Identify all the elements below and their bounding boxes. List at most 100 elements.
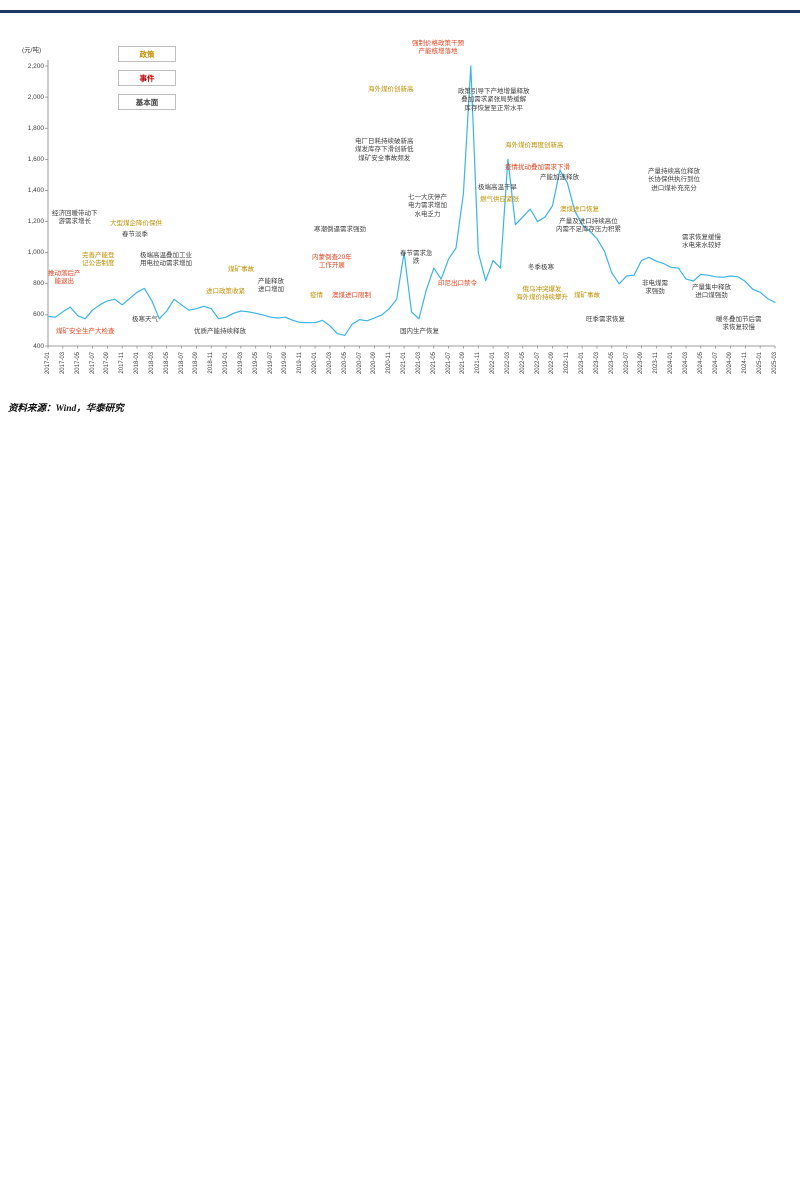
x-tick-label: 2019-11 — [297, 352, 304, 374]
annotation-38: 产量集中释放 进口煤强劲 — [692, 284, 731, 300]
price-line-plot — [45, 60, 776, 349]
x-tick-label: 2025-01 — [757, 352, 764, 375]
annotation-21: 强制价格政策干预 产能核增落地 — [412, 40, 464, 56]
annotation-14: 内蒙倒查20年 工作开展 — [312, 254, 352, 270]
x-tick-label: 2017-11 — [119, 352, 126, 374]
annotation-28: 澳煤进口恢复 — [560, 206, 599, 213]
x-tick-label: 2024-07 — [712, 352, 719, 375]
x-tick-label: 2020-11 — [386, 352, 393, 374]
x-tick-label: 2018-09 — [193, 352, 200, 375]
x-tick-label: 2017-03 — [59, 352, 66, 375]
annotation-10: 煤矿事故 — [228, 266, 254, 273]
annotation-35: 非电煤需 求强劲 — [642, 280, 668, 296]
x-tick-label: 2021-11 — [475, 352, 482, 374]
annotation-33: 产量及进口持续高位 内需不足库存压力积累 — [556, 218, 621, 234]
x-tick-label: 2020-03 — [326, 352, 333, 375]
annotation-4: 大型煤企降价保供 — [110, 220, 162, 227]
x-tick-label: 2020-01 — [312, 352, 319, 375]
annotation-22: 政策引导下产地增量释放 叠加需求紧张局势缓解 库存恢复至正常水平 — [458, 88, 530, 112]
annotation-27: 燃气供应紧张 — [480, 196, 519, 203]
source-note: 资料来源：Wind，华泰研究 — [8, 404, 124, 414]
x-tick-label: 2024-03 — [682, 352, 689, 375]
y-tick-label: 2,200 — [27, 62, 44, 70]
x-tick-label: 2022-05 — [519, 352, 526, 375]
annotation-11: 产能释放 进口增加 — [258, 278, 284, 294]
y-tick-label: 400 — [33, 342, 44, 350]
y-tick-label: 1,200 — [27, 218, 44, 226]
x-tick-label: 2022-03 — [504, 352, 511, 375]
annotation-0: 经济回暖带动下 游需求增长 — [52, 210, 98, 226]
annotation-29: 冬季极寒 — [528, 264, 554, 271]
annotation-24: 疫情扰动叠加需求下滑 — [505, 164, 570, 171]
x-tick-label: 2025-03 — [772, 352, 778, 375]
x-tick-label: 2019-07 — [267, 352, 274, 375]
annotation-7: 极端高温叠加工业 用电拉动需求增加 — [140, 252, 192, 268]
annotation-37: 需求恢复缓慢 水电来水较好 — [682, 234, 721, 250]
y-tick-label: 1,000 — [27, 249, 44, 257]
x-tick-label: 2022-09 — [549, 352, 556, 375]
annotation-19: 七一大庆停产 电力需求增加 水电乏力 — [408, 194, 447, 218]
x-tick-label: 2021-05 — [430, 352, 437, 375]
x-tick-label: 2021-09 — [460, 352, 467, 375]
annotation-39: 暖冬叠加节后需 求恢复较慢 — [716, 316, 762, 332]
x-tick-label: 2023-03 — [593, 352, 600, 375]
x-tick-label: 2017-07 — [89, 352, 96, 375]
annotation-31: 煤矿事故 — [574, 292, 600, 299]
annotation-36: 产量持续高位释放 长协保供执行到位 进口煤补充充分 — [648, 168, 700, 192]
annotation-32: 印尼出口禁令 — [438, 280, 477, 287]
annotation-3: 煤矿安全生产大检查 — [56, 328, 115, 335]
x-tick-label: 2020-05 — [341, 352, 348, 375]
annotation-12: 疫情 — [310, 292, 323, 299]
y-tick-label: 1,400 — [27, 186, 44, 194]
top-divider — [0, 10, 800, 13]
annotation-34: 旺季需求恢复 — [586, 316, 625, 323]
annotation-13: 澳煤进口限制 — [332, 292, 371, 299]
x-tick-label: 2021-07 — [445, 352, 452, 375]
y-tick-label: 800 — [33, 280, 44, 288]
x-tick-label: 2023-07 — [623, 352, 630, 375]
x-tick-label: 2022-11 — [564, 352, 571, 374]
x-tick-label: 2018-07 — [178, 352, 185, 375]
annotation-18: 电厂日耗持续破新高 煤发库存下滑创新低 煤矿安全事故频发 — [355, 138, 414, 162]
chart-legend: 政策 事件 基本面 — [118, 46, 176, 110]
annotation-8: 优质产能持续释放 — [194, 328, 246, 335]
x-tick-label: 2018-11 — [208, 352, 215, 374]
x-tick-label: 2017-05 — [74, 352, 81, 375]
x-tick-label: 2020-07 — [356, 352, 363, 375]
x-tick-label: 2021-01 — [401, 352, 408, 375]
annotation-17: 春节需求急 跌 — [400, 250, 433, 266]
x-tick-label: 2018-01 — [134, 352, 141, 375]
legend-item-1: 事件 — [118, 70, 176, 86]
x-tick-label: 2023-11 — [653, 352, 660, 374]
x-tick-label: 2023-09 — [638, 352, 645, 375]
annotation-6: 极寒天气 — [132, 316, 158, 323]
x-tick-label: 2018-03 — [148, 352, 155, 375]
x-tick-label: 2019-09 — [282, 352, 289, 375]
x-tick-label: 2024-05 — [697, 352, 704, 375]
annotation-9: 进口政策收紧 — [206, 288, 245, 295]
annotation-23: 海外煤价再度创新高 — [505, 142, 564, 149]
x-tick-label: 2021-03 — [415, 352, 422, 375]
x-tick-label: 2017-09 — [104, 352, 111, 375]
annotation-20: 海外煤价创新高 — [368, 86, 414, 93]
x-tick-label: 2019-05 — [252, 352, 259, 375]
x-tick-label: 2018-05 — [163, 352, 170, 375]
annotation-2: 推动落后产 能退出 — [48, 270, 81, 286]
x-tick-label: 2022-07 — [534, 352, 541, 375]
x-tick-label: 2023-01 — [579, 352, 586, 375]
annotation-16: 国内生产恢复 — [400, 328, 439, 335]
y-tick-label: 1,600 — [27, 155, 44, 163]
legend-item-0: 政策 — [118, 46, 176, 62]
x-tick-label: 2022-01 — [490, 352, 497, 375]
x-tick-label: 2020-09 — [371, 352, 378, 375]
x-tick-label: 2023-05 — [608, 352, 615, 375]
x-tick-label: 2019-03 — [237, 352, 244, 375]
annotation-15: 寒潮倒逼需求强劲 — [314, 226, 366, 233]
annotation-30: 俄乌冲突爆发 海外煤价持续攀升 — [516, 286, 568, 302]
coal-price-chart: (元/吨) 政策 事件 基本面 400 600 800 1,000 1,200 1,400 1,… — [18, 28, 788, 400]
y-axis-unit-label: (元/吨) — [22, 47, 42, 54]
y-tick-label: 1,800 — [27, 124, 44, 132]
x-tick-label: 2017-01 — [45, 352, 51, 375]
x-tick-label: 2024-09 — [727, 352, 734, 375]
legend-item-2: 基本面 — [118, 94, 176, 110]
